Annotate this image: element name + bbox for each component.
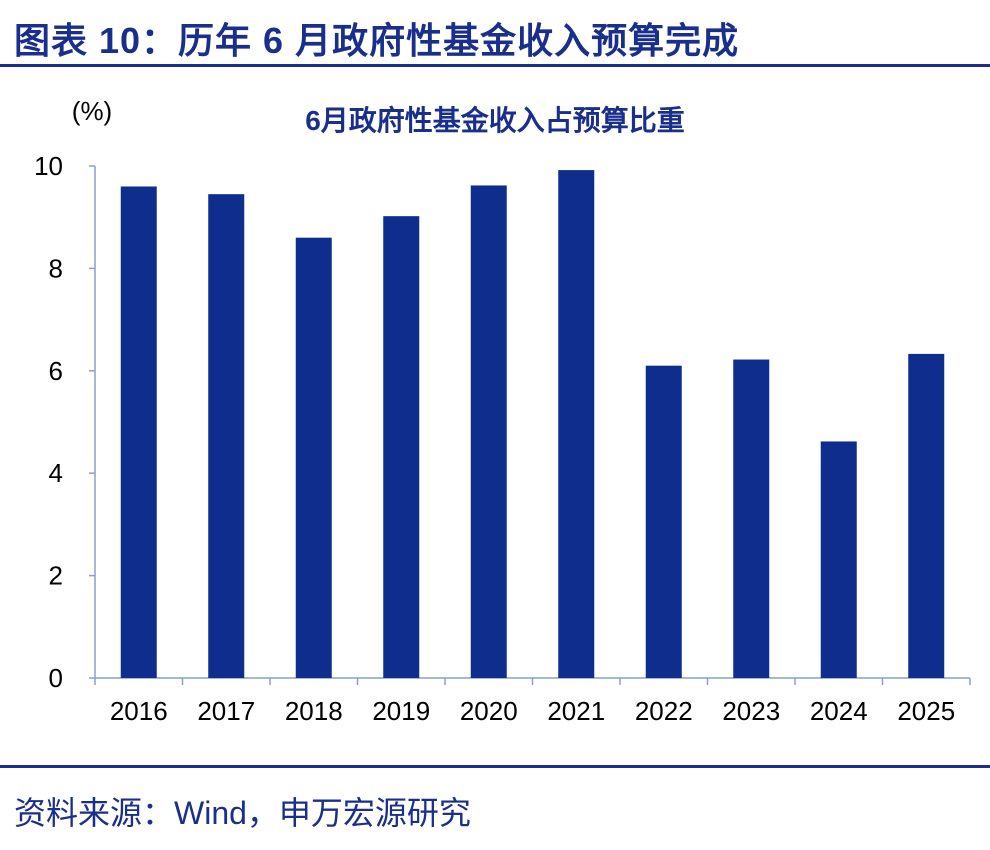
x-tick-label: 2020 (460, 696, 518, 726)
x-tick-label: 2022 (635, 696, 693, 726)
x-tick-label: 2024 (810, 696, 868, 726)
tick-labels: 0 2 4 6 8 10 2016 2017 2018 2019 2020 2021 2022 2023 2… (34, 151, 955, 726)
bar-2019 (383, 216, 420, 678)
bar-chart: 6月政府性基金收入占预算比重 (%) 0 2 4 6 8 10 2016 2017 2018 20… (34, 96, 971, 726)
y-tick-label: 2 (49, 561, 63, 591)
x-tick-label: 2017 (197, 696, 255, 726)
chart-title: 6月政府性基金收入占预算比重 (305, 104, 685, 136)
bar-2018 (295, 237, 332, 678)
y-tick-label: 0 (49, 663, 63, 693)
bar-2025 (908, 353, 945, 678)
bar-2016 (120, 186, 157, 678)
source-note: 资料来源：Wind，申万宏源研究 (14, 795, 471, 831)
bar-2021 (558, 170, 595, 678)
x-tick-label: 2019 (372, 696, 430, 726)
bar-2023 (733, 359, 770, 678)
top-divider (0, 64, 990, 67)
y-tick-label: 10 (34, 151, 63, 181)
y-unit-label: (%) (72, 96, 112, 126)
x-tick-label: 2016 (110, 696, 168, 726)
bar-2020 (470, 185, 507, 678)
x-tick-label: 2021 (547, 696, 605, 726)
y-tick-label: 4 (49, 458, 63, 488)
bar-2024 (820, 441, 857, 678)
bar-2022 (645, 365, 682, 678)
y-tick-label: 8 (49, 253, 63, 283)
x-tick-label: 2018 (285, 696, 343, 726)
figure-title: 图表 10：历年 6 月政府性基金收入预算完成 (14, 20, 740, 61)
x-tick-label: 2025 (897, 696, 955, 726)
x-tick-label: 2023 (722, 696, 780, 726)
bar-2017 (208, 194, 245, 678)
bottom-divider (0, 765, 990, 768)
bars (120, 170, 945, 678)
y-tick-label: 6 (49, 356, 63, 386)
